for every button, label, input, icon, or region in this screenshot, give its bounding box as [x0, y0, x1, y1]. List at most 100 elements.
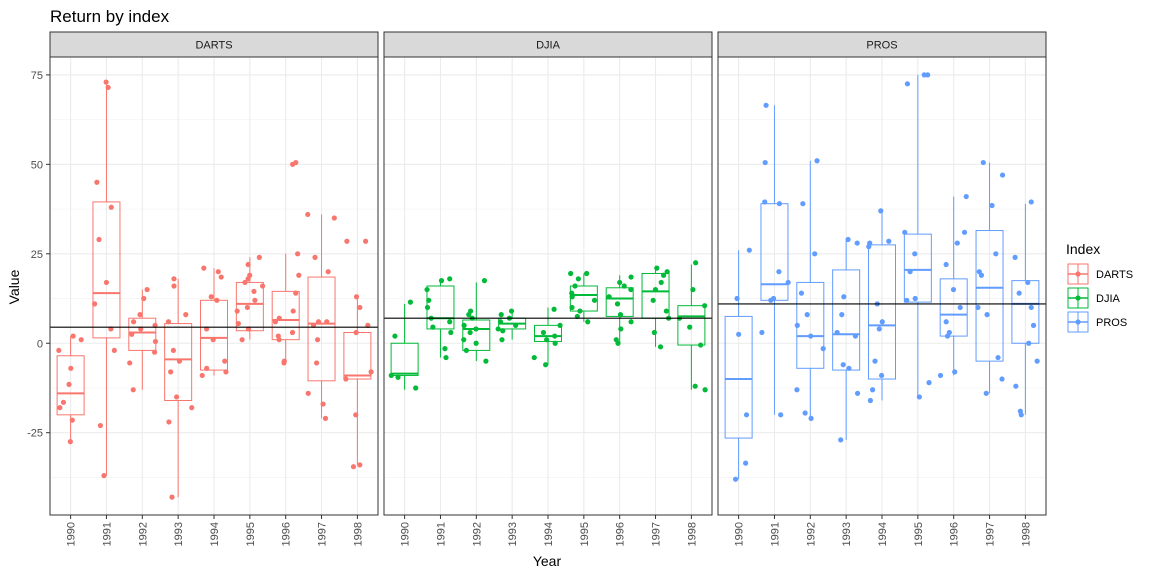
data-point — [473, 326, 479, 332]
data-point — [531, 354, 537, 361]
data-point — [869, 387, 876, 393]
data-point — [305, 211, 311, 218]
data-point — [438, 278, 445, 284]
data-point — [103, 279, 110, 286]
data-point — [621, 283, 627, 289]
box-iqr — [605, 287, 634, 317]
data-point — [802, 410, 808, 416]
data-point — [171, 276, 177, 282]
data-point — [315, 319, 322, 325]
data-point — [141, 295, 147, 302]
data-point — [867, 240, 873, 246]
data-point — [776, 201, 783, 207]
data-point — [92, 301, 98, 307]
data-point — [171, 283, 177, 289]
data-point — [606, 294, 612, 300]
data-point — [846, 365, 852, 371]
data-point — [614, 301, 621, 307]
data-point — [575, 276, 581, 282]
data-point — [295, 251, 301, 257]
data-point — [235, 320, 241, 327]
data-point — [199, 372, 205, 379]
data-point — [975, 304, 981, 311]
data-point — [388, 372, 394, 379]
data-point — [130, 387, 136, 393]
data-point — [839, 312, 845, 318]
data-point — [430, 324, 436, 330]
data-point — [105, 84, 111, 91]
data-point — [841, 294, 847, 300]
data-point — [664, 269, 670, 275]
data-point — [551, 306, 557, 312]
data-point — [183, 312, 189, 318]
box-iqr — [390, 342, 419, 376]
data-point — [1034, 358, 1040, 364]
data-point — [867, 397, 873, 404]
data-point — [1025, 279, 1031, 286]
x-tick-label: 1996 — [949, 522, 961, 546]
data-point — [569, 304, 575, 311]
data-point — [544, 337, 550, 343]
y-tick-label: 50 — [31, 159, 43, 171]
legend-key-point — [1075, 295, 1081, 301]
data-point — [993, 251, 999, 257]
data-point — [170, 347, 177, 354]
box-iqr — [56, 355, 85, 416]
data-point — [169, 494, 175, 500]
x-tick-label: 1993 — [507, 522, 519, 546]
data-point — [350, 464, 357, 470]
x-tick-label: 1996 — [281, 522, 293, 546]
data-point — [259, 283, 266, 289]
data-point — [245, 261, 251, 268]
box-1998 — [677, 264, 706, 390]
data-point — [995, 354, 1001, 361]
data-point — [108, 204, 114, 210]
x-tick-label: 1990 — [734, 522, 746, 546]
x-tick-label: 1993 — [173, 522, 185, 546]
data-point — [325, 269, 331, 275]
data-point — [290, 161, 296, 167]
box-iqr — [271, 290, 300, 341]
y-tick-label: -25 — [27, 428, 43, 440]
data-point — [808, 333, 814, 339]
data-point — [925, 72, 931, 78]
box-iqr — [760, 203, 789, 301]
data-point — [907, 269, 913, 275]
x-tick-label: 1992 — [471, 522, 483, 546]
box-iqr — [343, 332, 372, 380]
data-point — [1028, 199, 1034, 205]
data-point — [937, 372, 944, 379]
box-iqr — [868, 244, 896, 380]
data-point — [463, 347, 469, 354]
data-point — [275, 333, 281, 339]
box-1996 — [939, 196, 968, 376]
x-tick-label: 1991 — [435, 522, 447, 546]
data-point — [591, 297, 598, 303]
data-point — [652, 286, 659, 293]
box-iqr — [462, 319, 491, 351]
box-iqr — [832, 269, 861, 371]
data-point — [272, 319, 278, 325]
data-point — [461, 337, 467, 343]
data-point — [692, 383, 698, 389]
data-point — [776, 269, 782, 275]
data-point — [498, 312, 504, 318]
data-point — [698, 342, 704, 348]
box-1996 — [271, 253, 300, 362]
data-point — [702, 303, 708, 309]
facet-panels: DARTS 1990 1991 1992 1993 1994 1995 1996 1997 199… — [27, 31, 1047, 546]
data-point — [137, 312, 143, 318]
data-point — [961, 229, 968, 235]
data-point — [447, 276, 453, 282]
data-point — [854, 240, 860, 246]
data-point — [331, 215, 337, 221]
data-point — [904, 297, 910, 303]
legend-label: PROS — [1096, 317, 1127, 329]
data-point — [820, 346, 826, 352]
data-point — [97, 422, 104, 429]
x-tick-label: 1991 — [101, 522, 113, 546]
box-iqr — [903, 233, 932, 303]
data-point — [443, 354, 449, 361]
x-tick-label: 1992 — [805, 522, 817, 546]
